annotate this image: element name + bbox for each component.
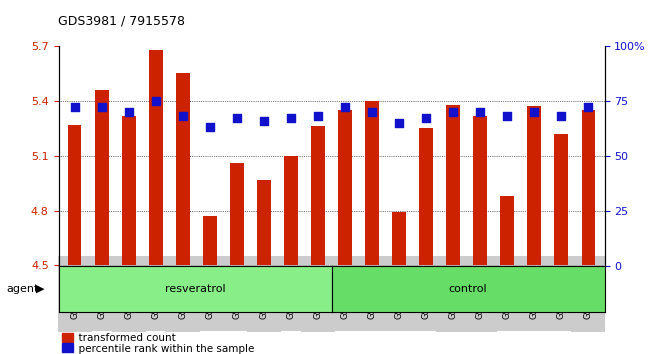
Point xyxy=(177,113,188,119)
Point xyxy=(502,113,512,119)
Point xyxy=(124,109,134,115)
Bar xyxy=(176,73,190,266)
Point xyxy=(421,116,432,121)
Bar xyxy=(257,179,270,266)
Bar xyxy=(311,126,325,266)
Text: transformed count: transformed count xyxy=(72,333,176,343)
Point xyxy=(583,105,593,110)
Bar xyxy=(419,128,433,266)
Point xyxy=(475,109,486,115)
Bar xyxy=(203,216,216,266)
Point xyxy=(367,109,377,115)
Bar xyxy=(500,196,514,266)
Bar xyxy=(365,101,379,266)
Bar xyxy=(62,343,73,352)
Bar xyxy=(473,115,487,266)
Text: GDS3981 / 7915578: GDS3981 / 7915578 xyxy=(58,14,185,27)
Point xyxy=(286,116,296,121)
Text: percentile rank within the sample: percentile rank within the sample xyxy=(72,344,254,354)
Point xyxy=(231,116,242,121)
Point xyxy=(529,109,539,115)
Text: ▶: ▶ xyxy=(36,284,44,293)
Bar xyxy=(62,333,73,342)
Bar xyxy=(338,110,352,266)
Bar xyxy=(149,50,162,266)
Point xyxy=(556,113,566,119)
Bar xyxy=(582,110,595,266)
Text: agent: agent xyxy=(6,284,39,293)
Point xyxy=(394,120,404,126)
Point xyxy=(205,124,215,130)
Bar xyxy=(554,134,568,266)
Bar xyxy=(122,115,136,266)
Bar xyxy=(230,163,244,266)
Bar xyxy=(68,125,81,266)
Bar xyxy=(393,212,406,266)
Point xyxy=(313,113,323,119)
Bar xyxy=(95,90,109,266)
Bar xyxy=(447,104,460,266)
Point xyxy=(448,109,458,115)
Point xyxy=(70,105,80,110)
Bar xyxy=(284,156,298,266)
Text: resveratrol: resveratrol xyxy=(164,284,226,293)
Point xyxy=(340,105,350,110)
Point xyxy=(259,118,269,124)
Point xyxy=(151,98,161,104)
Text: control: control xyxy=(448,284,488,293)
Point xyxy=(97,105,107,110)
Bar xyxy=(527,106,541,266)
